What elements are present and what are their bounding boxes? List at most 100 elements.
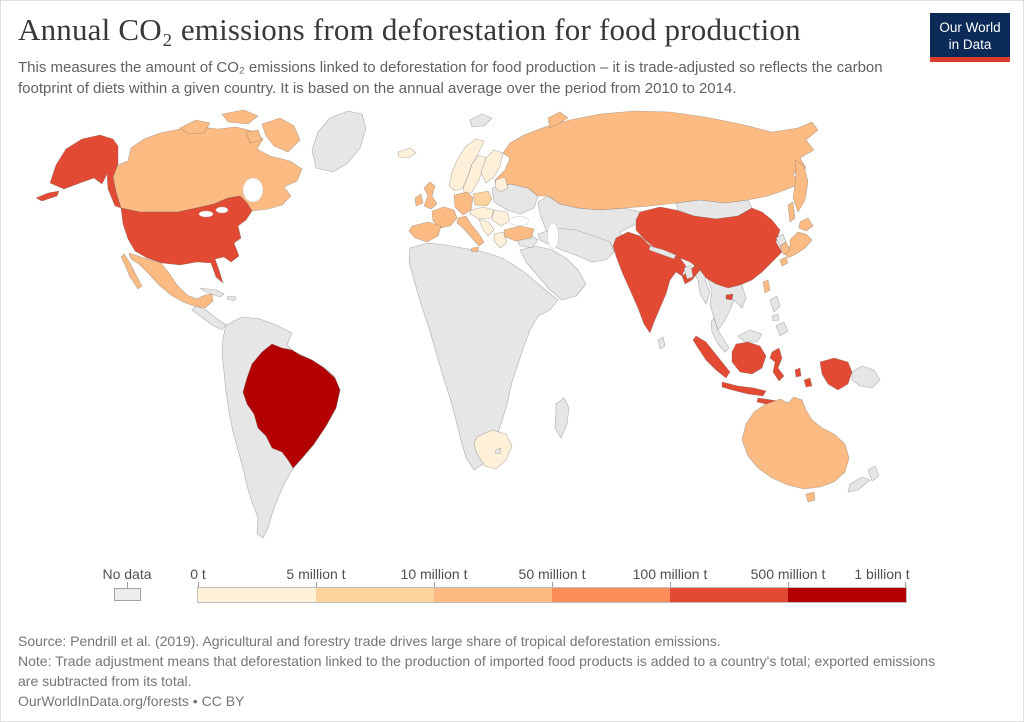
great-lakes-east [215,206,229,214]
country-central-america[interactable] [191,305,227,331]
country-russia-sakhalin[interactable] [787,201,796,223]
legend-bin-500m-1b[interactable] [788,588,906,602]
country-philippines-visayas[interactable] [771,313,780,322]
country-russia-kamchatka[interactable] [792,159,809,213]
country-turkey[interactable] [503,225,535,242]
country-bangladesh[interactable] [683,264,694,280]
country-north-korea[interactable] [775,233,787,247]
country-middle-east[interactable] [519,245,587,301]
map-legend: No data 0 t 5 million t 10 million t 50 … [0,560,1024,610]
legend-color-bar [197,587,907,603]
legend-tick-label-2: 10 million t [400,566,468,582]
country-australia-tasmania[interactable] [805,491,816,503]
country-baltics[interactable] [494,176,509,193]
legend-tick-1 [316,582,317,588]
country-malaysia-borneo[interactable] [737,329,763,343]
owid-logo-line1: Our World [939,20,1001,35]
country-new-zealand-north[interactable] [867,465,880,482]
country-greece[interactable] [493,231,508,249]
country-indonesia-kalimantan[interactable] [731,341,767,375]
country-romania-bulgaria[interactable] [491,209,511,227]
country-indonesia-maluku-1[interactable] [794,367,802,378]
country-japan-kyushu[interactable] [779,256,789,267]
country-canada-arctic-island-1[interactable] [179,119,211,135]
country-indonesia-sumatra[interactable] [692,335,731,379]
country-africa[interactable] [408,242,559,471]
country-mexico[interactable] [128,252,214,309]
country-canada-arctic-island-3[interactable] [245,129,263,144]
legend-tick-label-5: 500 million t [750,566,826,582]
country-spain-portugal[interactable] [408,221,442,243]
country-usa-mainland[interactable] [120,195,253,284]
country-malay-peninsula[interactable] [710,317,730,353]
legend-tick-6 [905,582,906,588]
country-germany-benelux[interactable] [453,191,474,216]
country-lesotho[interactable] [494,447,502,455]
country-united-kingdom[interactable] [423,181,438,210]
footer-link[interactable]: OurWorldInData.org/forests • CC BY [18,692,245,709]
country-mexico-baja[interactable] [120,253,143,290]
legend-bin-100m-500m[interactable] [670,588,788,602]
country-nepal[interactable] [648,245,677,260]
country-south-africa[interactable] [473,429,513,470]
legend-tick-label-0: 0 t [190,566,206,582]
legend-tick-no-data [127,582,128,588]
legend-tick-label-1: 5 million t [286,566,346,582]
country-canada-baffin[interactable] [261,117,301,153]
country-norway[interactable] [448,138,485,192]
country-new-zealand-south[interactable] [847,476,871,493]
legend-bin-10m-50m[interactable] [434,588,552,602]
country-taiwan[interactable] [762,279,771,294]
page-title: Annual CO₂ emissions from deforestation … [18,12,801,47]
legend-no-data-label: No data [102,566,152,582]
country-canada-arctic-island-2[interactable] [221,109,259,125]
country-indonesia-west-papua[interactable] [819,357,853,391]
legend-bin-0t-5m[interactable] [198,588,316,602]
country-usa-alaska[interactable] [49,134,122,209]
country-svalbard[interactable] [469,113,493,128]
country-usa-aleutians[interactable] [35,190,60,202]
country-brazil[interactable] [242,343,341,469]
legend-bin-50m-100m[interactable] [552,588,670,602]
country-philippines-luzon[interactable] [769,295,781,313]
country-ireland[interactable] [414,193,424,207]
legend-tick-label-3: 50 million t [518,566,586,582]
legend-no-data-swatch[interactable] [114,588,141,601]
country-china-hainan[interactable] [725,293,734,301]
country-iceland[interactable] [397,147,417,159]
country-philippines-mindanao[interactable] [775,321,789,337]
black-sea [508,216,530,226]
legend-tick-0 [198,582,199,588]
country-hispaniola[interactable] [226,295,237,302]
country-indonesia-maluku-2[interactable] [803,377,813,388]
legend-tick-5 [788,582,789,588]
owid-logo-line2: in Data [948,36,992,52]
country-greenland[interactable] [311,110,367,173]
country-japan-hokkaido[interactable] [798,217,814,232]
chart-footer: Source: Pendrill et al. (2019). Agricult… [18,632,958,712]
legend-bin-5m-10m[interactable] [316,588,434,602]
legend-tick-3 [552,582,553,588]
country-central-europe[interactable] [469,206,495,220]
country-papua-new-guinea[interactable] [851,365,881,389]
country-balkans[interactable] [478,218,495,237]
country-italy[interactable] [456,215,485,247]
country-russia[interactable] [494,110,819,211]
owid-logo[interactable]: Our World in Data [930,13,1010,62]
country-sri-lanka[interactable] [657,336,666,350]
country-australia[interactable] [741,396,850,490]
country-italy-sicily[interactable] [470,246,480,253]
country-indonesia-java[interactable] [721,381,767,397]
great-lakes-west [198,210,214,218]
country-france[interactable] [431,206,458,229]
country-finland[interactable] [480,149,504,184]
country-russia-novaya-zemlya[interactable] [547,111,569,129]
legend-tick-4 [670,582,671,588]
country-madagascar[interactable] [554,397,570,439]
country-indonesia-sulawesi[interactable] [769,347,785,382]
country-japan-honshu[interactable] [783,231,813,259]
note-line: Note: Trade adjustment means that defore… [18,653,936,689]
country-poland[interactable] [472,190,493,207]
caspian-sea [547,222,559,250]
country-cuba[interactable] [199,287,225,298]
